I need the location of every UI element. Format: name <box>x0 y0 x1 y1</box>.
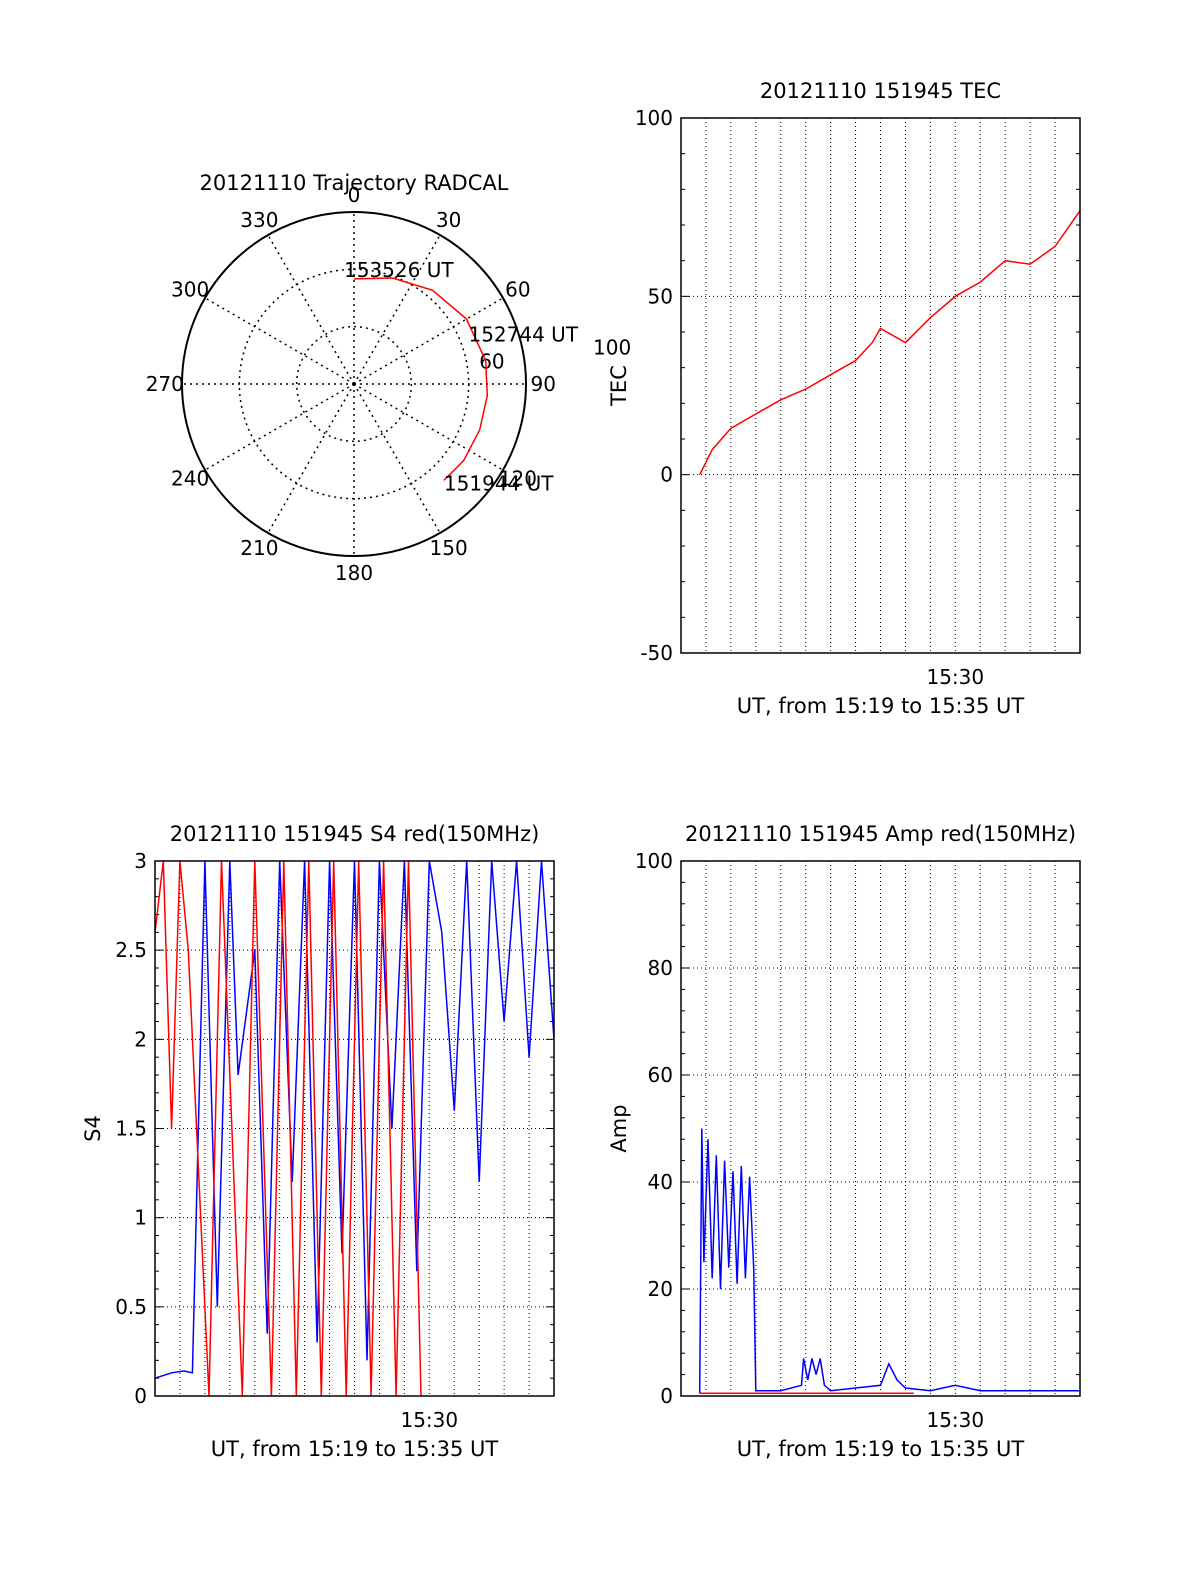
y-tick-label: 0 <box>134 1384 147 1408</box>
grid-ring <box>295 325 413 443</box>
chart-title: 20121110 151945 TEC <box>760 79 1001 103</box>
y-axis-label: Amp <box>607 1104 631 1152</box>
angle-label: 180 <box>335 561 373 585</box>
series-line <box>699 210 1080 476</box>
y-tick-label: 0 <box>660 1384 673 1408</box>
grid-spoke <box>267 383 355 534</box>
angle-label: 150 <box>430 536 468 560</box>
series-group <box>155 861 554 1396</box>
grid-spoke <box>353 383 441 534</box>
y-tick-label: 1 <box>134 1206 147 1230</box>
polar-frame <box>181 211 527 557</box>
chart-title: 20121110 151945 S4 red(150MHz) <box>170 822 540 846</box>
series-group <box>699 210 1080 476</box>
grid-spoke <box>353 234 441 385</box>
series-group <box>698 1128 1080 1395</box>
ring-label: 100 <box>593 336 631 360</box>
y-tick-label: 0.5 <box>115 1295 147 1319</box>
y-tick-label: -50 <box>640 641 673 665</box>
y-tick-label: 50 <box>648 284 673 308</box>
x-tick-label: 15:30 <box>926 665 984 689</box>
angle-label: 0 <box>348 183 361 207</box>
x-tick-label: 15:30 <box>926 1408 984 1432</box>
series-line <box>155 861 422 1396</box>
y-tick-label: 0 <box>660 463 673 487</box>
angle-label: 90 <box>530 372 555 396</box>
ring-label: 60 <box>479 350 504 374</box>
grid-spoke <box>267 234 355 385</box>
angle-label: 60 <box>505 277 530 301</box>
angle-label: 240 <box>171 467 209 491</box>
angle-label: 300 <box>171 277 209 301</box>
y-axis-label: S4 <box>81 1115 105 1142</box>
tec-panel: 20121110 151945 TEC -50 0 50 100 15:30 UT, fro… <box>607 79 1081 718</box>
y-tick-label: 100 <box>635 106 673 130</box>
y-axis-label: TEC <box>607 365 631 407</box>
y-tick-label: 60 <box>648 1063 673 1087</box>
angle-label: 120 <box>499 467 537 491</box>
time-annotation: 152744 UT <box>468 322 578 346</box>
s4-panel: 20121110 151945 S4 red(150MHz) 0 0.5 1 1.5 2 2… <box>81 822 555 1461</box>
series-line <box>155 861 554 1379</box>
y-tick-label: 3 <box>134 849 147 873</box>
plot-frame <box>680 860 1081 1397</box>
grid-spoke <box>204 383 355 471</box>
y-tick-label: 2.5 <box>115 938 147 962</box>
angle-label: 270 <box>146 372 184 396</box>
angle-label: 330 <box>240 208 278 232</box>
y-tick-label: 1.5 <box>115 1117 147 1141</box>
chart-title: 20121110 151945 Amp red(150MHz) <box>685 822 1076 846</box>
x-axis-label: UT, from 15:19 to 15:35 UT <box>737 1437 1025 1461</box>
grid-spoke <box>353 383 504 471</box>
y-tick-label: 20 <box>648 1277 673 1301</box>
trajectory-line <box>353 277 489 481</box>
y-tick-label: 80 <box>648 956 673 980</box>
y-tick-label: 40 <box>648 1170 673 1194</box>
x-axis-label: UT, from 15:19 to 15:35 UT <box>737 694 1025 718</box>
chart-title: 20121110 Trajectory RADCAL <box>200 171 509 195</box>
plot-frame <box>154 860 555 1397</box>
time-annotation: 153526 UT <box>344 258 454 282</box>
time-annotation: 151944 UT <box>444 471 554 495</box>
grid-spoke <box>204 297 355 385</box>
series-line <box>698 1128 1080 1394</box>
amp-panel: 20121110 151945 Amp red(150MHz) 0 20 40 60 80… <box>607 822 1081 1461</box>
angle-label: 210 <box>240 536 278 560</box>
x-tick-label: 15:30 <box>400 1408 458 1432</box>
y-tick-label: 2 <box>134 1027 147 1051</box>
x-axis-label: UT, from 15:19 to 15:35 UT <box>211 1437 499 1461</box>
y-tick-label: 100 <box>635 849 673 873</box>
angle-label: 30 <box>436 208 461 232</box>
plot-frame <box>680 117 1081 654</box>
grid-spoke <box>353 297 504 385</box>
